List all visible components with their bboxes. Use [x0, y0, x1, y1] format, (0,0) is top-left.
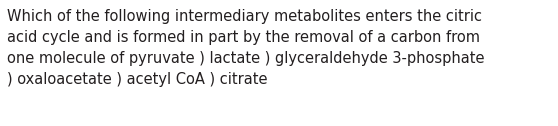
- Text: Which of the following intermediary metabolites enters the citric
acid cycle and: Which of the following intermediary meta…: [7, 9, 485, 87]
